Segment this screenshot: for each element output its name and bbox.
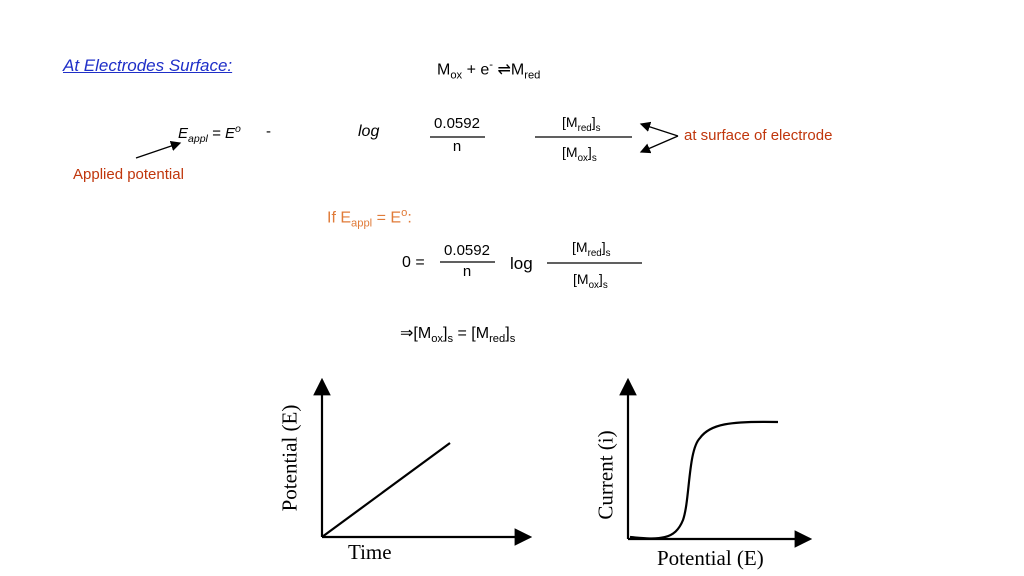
text-part: [M xyxy=(573,271,589,287)
text-part: [M xyxy=(562,144,578,160)
text-part: s xyxy=(447,333,454,346)
ratio-denominator: [Mox]s xyxy=(562,145,597,164)
text-part: ⇌M xyxy=(493,61,525,79)
denominator: n xyxy=(462,263,472,280)
text-part: ] xyxy=(505,325,510,342)
text-part: ⇒[M xyxy=(400,325,432,342)
text-part: = E xyxy=(207,125,235,142)
text-part: : xyxy=(407,209,412,227)
ratio-denominator: [Mox]s xyxy=(573,272,608,291)
sigmoid-curve xyxy=(629,420,779,540)
y-axis-label: Potential (E) xyxy=(277,404,302,512)
text-part: s xyxy=(605,247,611,259)
text-part: + e xyxy=(462,61,490,79)
arrow xyxy=(639,121,679,137)
text-part: s xyxy=(595,122,601,134)
result: ⇒[Mox]s = [Mred]s xyxy=(400,326,515,345)
text-part: If E xyxy=(327,209,352,227)
numerator: 0.0592 xyxy=(444,242,490,259)
text-part: M xyxy=(437,61,451,79)
reaction: Mox + e- ⇌Mred xyxy=(437,59,541,82)
minus: - xyxy=(266,123,271,140)
text-part: red xyxy=(587,247,602,259)
denominator: n xyxy=(452,138,462,155)
ramp-line xyxy=(321,442,451,538)
x-axis-label: Time xyxy=(348,540,392,564)
text-part: red xyxy=(524,69,541,82)
text-part: ox xyxy=(588,279,599,291)
text-part: appl xyxy=(188,133,208,145)
text-part: ] xyxy=(598,271,603,287)
text-part: ] xyxy=(601,239,606,255)
log: log xyxy=(510,254,533,273)
lhs: Eappl = Eo xyxy=(178,124,241,145)
text-part: - xyxy=(489,59,494,71)
text-part: ] xyxy=(443,325,448,342)
annotation: Applied potential xyxy=(73,166,184,183)
text-part: [M xyxy=(562,114,578,130)
text-part: red xyxy=(577,122,592,134)
text-part: = E xyxy=(372,209,402,227)
ratio-numerator: [Mred]s xyxy=(572,240,611,259)
annotation: at surface of electrode xyxy=(684,127,833,144)
text-part: s xyxy=(602,279,608,291)
lhs: 0 = xyxy=(402,254,425,271)
condition: If Eappl = Eo: xyxy=(327,207,412,230)
arrow xyxy=(639,135,679,154)
y-axis-label: Current (i) xyxy=(593,430,618,520)
text-part: red xyxy=(489,333,506,346)
ratio-numerator: [Mred]s xyxy=(562,115,601,134)
text-part: ] xyxy=(587,144,592,160)
text-part: o xyxy=(234,123,241,135)
x-axis-label: Potential (E) xyxy=(657,546,764,570)
numerator: 0.0592 xyxy=(434,115,480,132)
arrow xyxy=(135,141,182,159)
text-part: ox xyxy=(450,69,463,82)
text-part: o xyxy=(401,207,408,219)
text-part: s xyxy=(591,152,597,164)
text-part: ox xyxy=(577,152,588,164)
text-part: [M xyxy=(572,239,588,255)
text-part: ] xyxy=(591,114,596,130)
title: At Electrodes Surface: xyxy=(63,56,233,75)
text-part: ox xyxy=(431,333,444,346)
text-part: s xyxy=(509,333,516,346)
text-part: appl xyxy=(351,217,373,230)
log: log xyxy=(358,123,380,140)
text-part: E xyxy=(178,125,189,142)
text-part: = [M xyxy=(453,325,490,342)
